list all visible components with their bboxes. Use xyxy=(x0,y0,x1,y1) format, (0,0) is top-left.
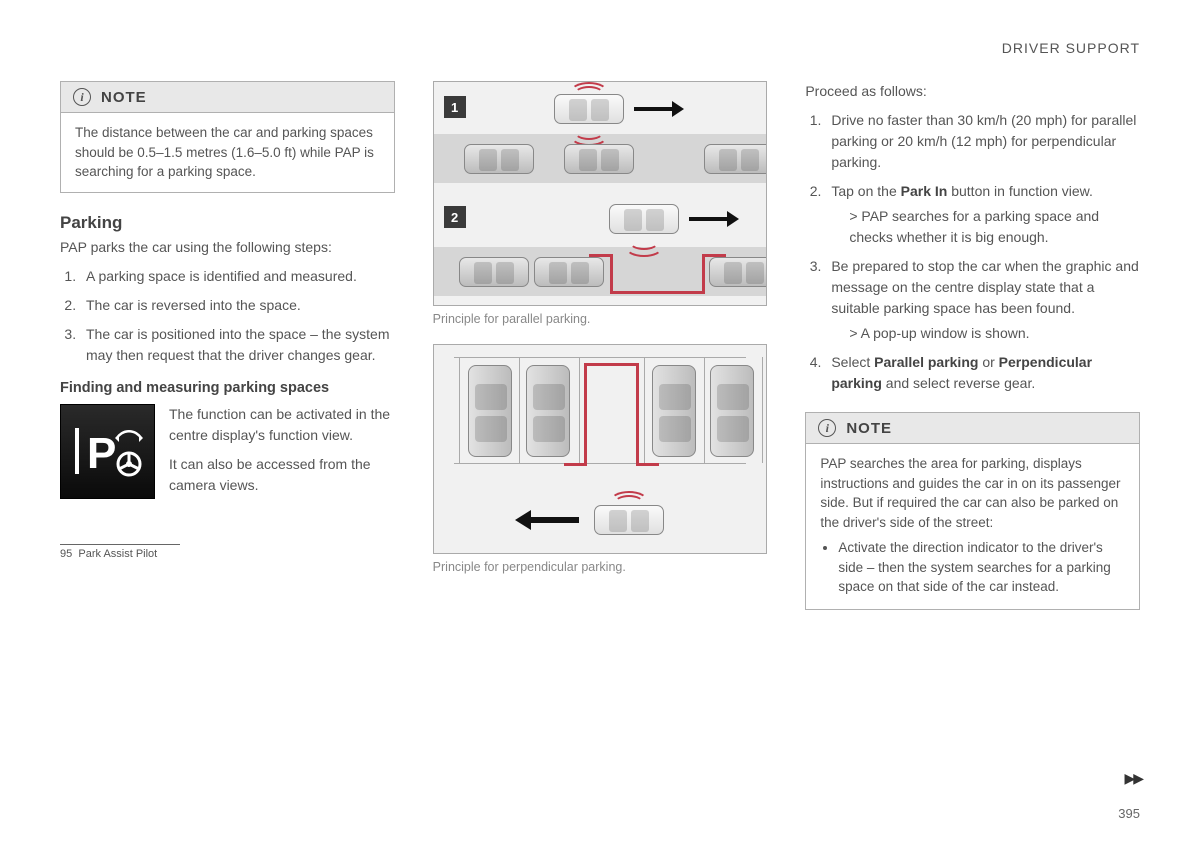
continue-icon: ▶▶ xyxy=(1124,770,1142,787)
note-title: NOTE xyxy=(846,420,892,437)
note-header: i NOTE xyxy=(806,413,1139,444)
info-icon: i xyxy=(818,419,836,437)
parking-intro: PAP parks the car using the following st… xyxy=(60,237,395,258)
caption-parallel: Principle for parallel parking. xyxy=(433,312,768,326)
list-item: The car is positioned into the space – t… xyxy=(80,324,395,366)
footnote: 95 Park Assist Pilot xyxy=(60,548,395,560)
note-title: NOTE xyxy=(101,89,147,106)
heading-parking: Parking xyxy=(60,213,395,233)
sub-result: A pop-up window is shown. xyxy=(831,323,1140,344)
caption-perpendicular: Principle for perpendicular parking. xyxy=(433,560,768,574)
proceed-steps: Drive no faster than 30 km/h (20 mph) fo… xyxy=(805,110,1140,394)
footnote-rule xyxy=(60,544,180,545)
page-columns: i NOTE The distance between the car and … xyxy=(60,81,1140,630)
subheading-finding: Finding and measuring parking spaces xyxy=(60,380,395,396)
column-right: Proceed as follows: Drive no faster than… xyxy=(805,81,1140,630)
note-header: i NOTE xyxy=(61,82,394,113)
note-bullet: Activate the direction indicator to the … xyxy=(838,538,1125,597)
icon-text-block: The function can be activated in the cen… xyxy=(169,404,395,504)
column-middle: 1 2 Principle fo xyxy=(433,81,768,630)
icon-text-1: The function can be activated in the cen… xyxy=(169,404,395,446)
list-item: Select Parallel parking or Perpendicular… xyxy=(825,352,1140,394)
list-item: Tap on the Park In button in function vi… xyxy=(825,181,1140,248)
note-box-1: i NOTE The distance between the car and … xyxy=(60,81,395,193)
icon-text-2: It can also be accessed from the camera … xyxy=(169,454,395,496)
diagram-perpendicular xyxy=(433,344,768,554)
park-assist-icon: P xyxy=(60,404,155,499)
list-item: Be prepared to stop the car when the gra… xyxy=(825,256,1140,344)
section-header: DRIVER SUPPORT xyxy=(60,40,1140,56)
step-badge-1: 1 xyxy=(444,96,466,118)
parking-steps-list: A parking space is identified and measur… xyxy=(60,266,395,366)
list-item: The car is reversed into the space. xyxy=(80,295,395,316)
icon-text-row: P The function can be activated in the c… xyxy=(60,404,395,504)
page-number: 395 xyxy=(1118,806,1140,821)
sub-result: PAP searches for a parking space and che… xyxy=(831,206,1140,248)
column-left: i NOTE The distance between the car and … xyxy=(60,81,395,630)
note-body: PAP searches the area for parking, displ… xyxy=(806,444,1139,609)
step-badge-2: 2 xyxy=(444,206,466,228)
list-item: A parking space is identified and measur… xyxy=(80,266,395,287)
proceed-heading: Proceed as follows: xyxy=(805,81,1140,102)
info-icon: i xyxy=(73,88,91,106)
note-box-2: i NOTE PAP searches the area for parking… xyxy=(805,412,1140,610)
svg-text:P: P xyxy=(87,429,116,478)
diagram-parallel: 1 2 xyxy=(433,81,768,306)
moving-car-icon xyxy=(609,204,679,234)
footnote-num: 95 xyxy=(60,548,72,560)
footnote-text: Park Assist Pilot xyxy=(78,548,157,560)
note-body: The distance between the car and parking… xyxy=(61,113,394,192)
list-item: Drive no faster than 30 km/h (20 mph) fo… xyxy=(825,110,1140,173)
